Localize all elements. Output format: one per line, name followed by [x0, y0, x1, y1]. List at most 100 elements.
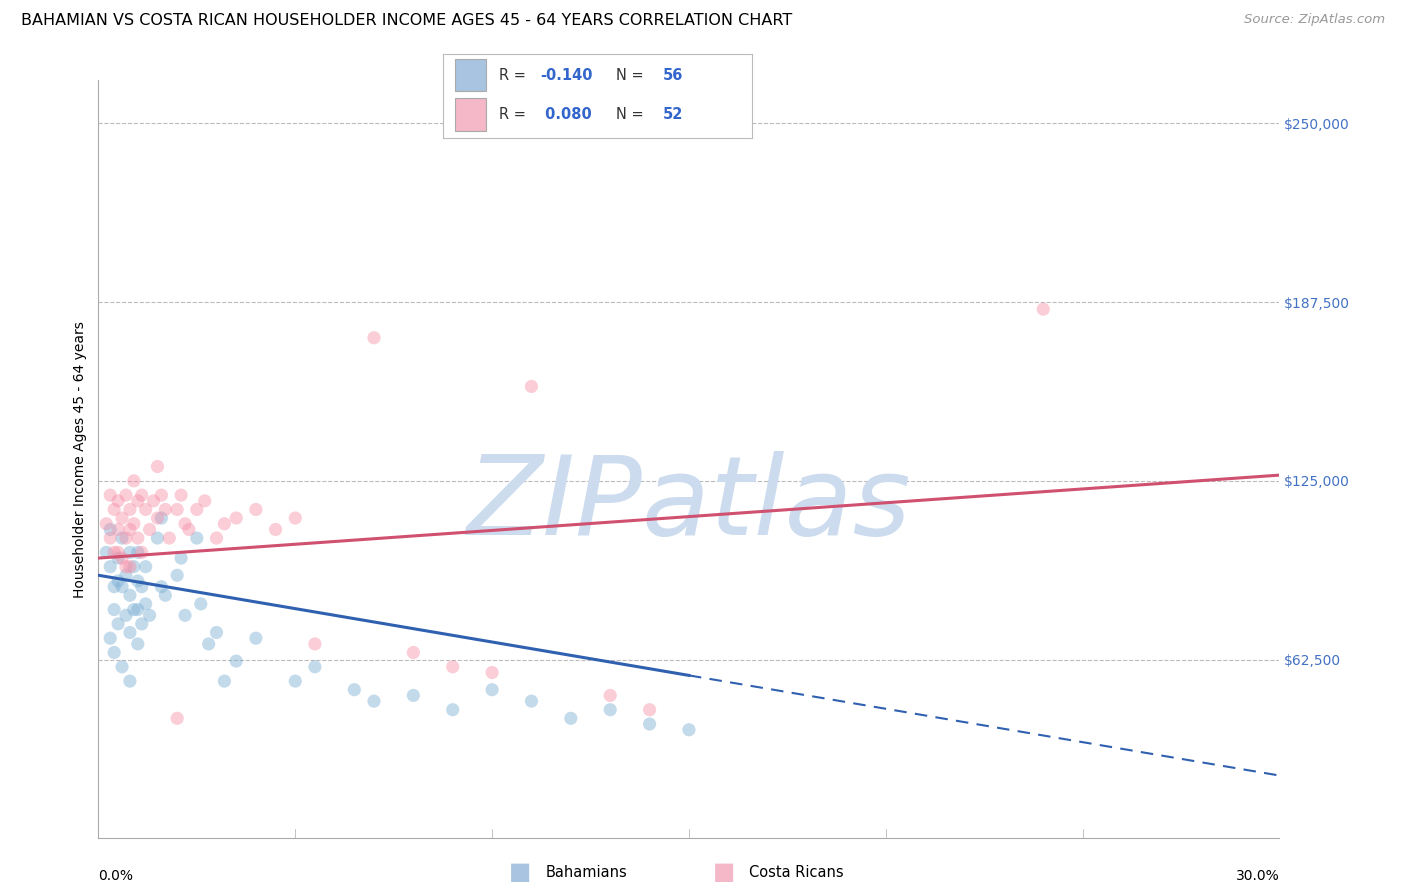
Point [103, 580, 125, 594]
Point [520, 694, 543, 708]
Point [150, 511, 173, 525]
Point [96, 545, 118, 559]
Point [166, 502, 188, 516]
Point [166, 568, 188, 582]
Point [118, 502, 141, 516]
Point [402, 646, 425, 660]
Point [441, 703, 464, 717]
Point [127, 494, 149, 508]
Point [170, 551, 193, 566]
Point [115, 488, 138, 502]
Point [107, 523, 129, 537]
Point [402, 689, 425, 703]
Point [111, 511, 134, 525]
Point [107, 574, 129, 588]
Text: ■: ■ [713, 861, 735, 884]
Point [98, 631, 121, 645]
Point [174, 608, 197, 623]
Point [107, 616, 129, 631]
Point [111, 551, 134, 566]
Point [363, 331, 385, 345]
Point [127, 574, 149, 588]
Point [107, 551, 129, 566]
Point [107, 494, 129, 508]
Point [155, 502, 177, 516]
Bar [456, 98, 486, 130]
Point [127, 531, 149, 545]
Point [441, 660, 464, 674]
Text: ZIPatlas: ZIPatlas [467, 451, 911, 558]
Point [304, 660, 326, 674]
Text: -0.140: -0.140 [540, 68, 593, 83]
Point [186, 531, 208, 545]
Text: Source: ZipAtlas.com: Source: ZipAtlas.com [1244, 13, 1385, 27]
Point [131, 488, 153, 502]
Point [115, 531, 138, 545]
Point [98, 531, 121, 545]
Point [96, 516, 118, 531]
Point [245, 502, 267, 516]
Point [599, 703, 621, 717]
Point [245, 631, 267, 645]
Point [150, 580, 173, 594]
Point [638, 717, 661, 731]
Point [115, 608, 138, 623]
Point [111, 660, 134, 674]
Point [118, 523, 141, 537]
Text: 0.0%: 0.0% [98, 869, 134, 883]
Point [103, 545, 125, 559]
Point [131, 580, 153, 594]
Point [214, 516, 236, 531]
Point [560, 711, 582, 725]
Point [177, 523, 200, 537]
Point [103, 646, 125, 660]
Point [304, 637, 326, 651]
Point [138, 523, 160, 537]
Point [1032, 302, 1054, 317]
Text: 0.080: 0.080 [540, 107, 592, 122]
Text: ■: ■ [509, 861, 531, 884]
Text: BAHAMIAN VS COSTA RICAN HOUSEHOLDER INCOME AGES 45 - 64 YEARS CORRELATION CHART: BAHAMIAN VS COSTA RICAN HOUSEHOLDER INCO… [21, 13, 793, 29]
Point [146, 511, 169, 525]
Point [225, 654, 247, 668]
Point [118, 674, 141, 689]
Point [284, 674, 307, 689]
Point [284, 511, 307, 525]
Point [678, 723, 700, 737]
Point [520, 379, 543, 393]
Text: Costa Ricans: Costa Ricans [749, 865, 844, 880]
Point [98, 559, 121, 574]
Point [264, 523, 287, 537]
Point [131, 616, 153, 631]
Point [197, 637, 219, 651]
Point [118, 588, 141, 602]
Point [150, 488, 173, 502]
Point [363, 694, 385, 708]
Point [225, 511, 247, 525]
Point [122, 516, 145, 531]
Point [107, 545, 129, 559]
Point [135, 559, 157, 574]
Point [205, 625, 228, 640]
Point [115, 559, 138, 574]
Y-axis label: Householder Income Ages 45 - 64 years: Householder Income Ages 45 - 64 years [73, 321, 87, 598]
Point [146, 459, 169, 474]
Point [118, 559, 141, 574]
Point [135, 597, 157, 611]
Point [115, 568, 138, 582]
Point [155, 588, 177, 602]
Point [194, 494, 217, 508]
Point [174, 516, 197, 531]
Point [190, 597, 212, 611]
Point [170, 488, 193, 502]
Point [127, 545, 149, 559]
Point [138, 608, 160, 623]
Point [127, 637, 149, 651]
Point [103, 502, 125, 516]
Text: N =: N = [616, 107, 648, 122]
Point [122, 559, 145, 574]
Point [205, 531, 228, 545]
Point [122, 474, 145, 488]
Bar [456, 59, 486, 91]
Point [146, 531, 169, 545]
